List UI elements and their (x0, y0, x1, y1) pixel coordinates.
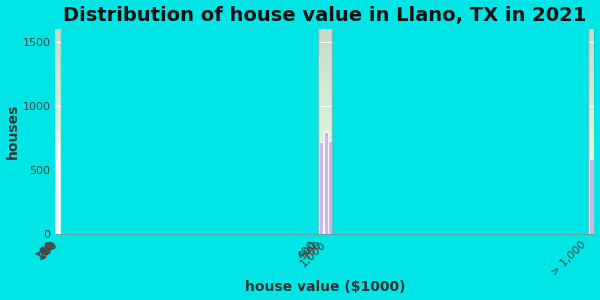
Title: Distribution of house value in Llano, TX in 2021: Distribution of house value in Llano, TX… (63, 6, 587, 25)
Bar (332, 29, 589, 234)
Bar (319, 142, 323, 234)
Bar (55, 170, 56, 234)
Bar (59, 164, 61, 234)
Bar (56, 132, 57, 234)
Bar (61, 29, 317, 234)
Bar (58, 145, 59, 234)
Bar (317, 57, 319, 234)
Bar (323, 132, 328, 234)
Bar (589, 159, 595, 234)
Y-axis label: houses: houses (5, 104, 20, 159)
Bar (328, 141, 332, 234)
Text: City-Data.com: City-Data.com (433, 45, 512, 55)
X-axis label: house value ($1000): house value ($1000) (245, 280, 405, 294)
Bar (57, 150, 58, 234)
